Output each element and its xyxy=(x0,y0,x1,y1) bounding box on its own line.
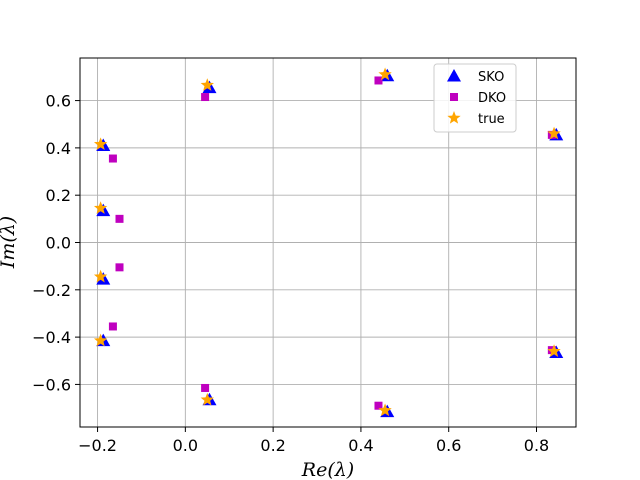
dko-point xyxy=(201,383,210,392)
y-tick-label: 0.2 xyxy=(46,186,71,205)
dko-point xyxy=(108,154,117,163)
y-axis-label: Im(λ) xyxy=(0,216,19,269)
legend-label: true xyxy=(478,112,505,127)
true-point xyxy=(378,403,392,417)
dko-point xyxy=(108,322,117,331)
legend-marker-dko xyxy=(450,93,458,101)
dko-point xyxy=(374,76,383,85)
y-tick-label: 0.0 xyxy=(46,234,71,253)
true-point xyxy=(93,269,108,283)
true-point xyxy=(378,67,392,81)
legend-label: SKO xyxy=(478,70,504,85)
x-tick-label: 0.2 xyxy=(260,436,285,455)
y-tick-label: 0.6 xyxy=(46,92,71,111)
legend-marker-true xyxy=(447,111,461,124)
legend: SKO DKO true xyxy=(433,63,517,133)
x-tick-label: 0.4 xyxy=(348,436,373,455)
true-point xyxy=(547,344,561,357)
true-point xyxy=(93,201,108,214)
y-tick-label: −0.2 xyxy=(32,281,71,300)
legend-marker-sko xyxy=(447,69,461,82)
true-point xyxy=(547,126,561,140)
x-axis-label: Re(λ) xyxy=(301,459,354,480)
y-tick-label: −0.6 xyxy=(32,375,71,394)
y-tick-label: −0.4 xyxy=(32,328,71,347)
true-point xyxy=(93,333,108,347)
true-point xyxy=(200,392,214,406)
x-axis-ticks: −0.2 0.0 0.2 0.4 0.6 0.8 xyxy=(78,427,549,455)
x-tick-label: 0.8 xyxy=(524,436,549,455)
series-true xyxy=(93,67,561,417)
dko-point xyxy=(115,263,124,272)
legend-label: DKO xyxy=(478,91,506,106)
dko-point xyxy=(201,93,210,102)
x-tick-label: 0.6 xyxy=(436,436,461,455)
dko-point xyxy=(374,401,383,410)
data-points xyxy=(93,67,564,418)
x-tick-label: 0.0 xyxy=(173,436,198,455)
true-point xyxy=(93,137,108,150)
dko-point xyxy=(115,214,124,223)
true-point xyxy=(200,78,214,91)
x-tick-label: −0.2 xyxy=(78,436,117,455)
y-axis-ticks: −0.6 −0.4 −0.2 0.0 0.2 0.4 0.6 xyxy=(32,92,80,394)
y-tick-label: 0.4 xyxy=(46,139,71,158)
